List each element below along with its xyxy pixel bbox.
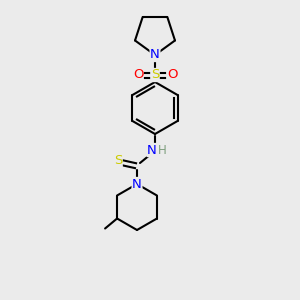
Text: H: H (158, 143, 166, 157)
Text: O: O (133, 68, 143, 82)
Text: N: N (150, 49, 160, 62)
Text: O: O (167, 68, 177, 82)
Text: N: N (147, 143, 157, 157)
Text: S: S (151, 68, 159, 82)
Text: N: N (132, 178, 142, 190)
Text: S: S (114, 154, 122, 167)
